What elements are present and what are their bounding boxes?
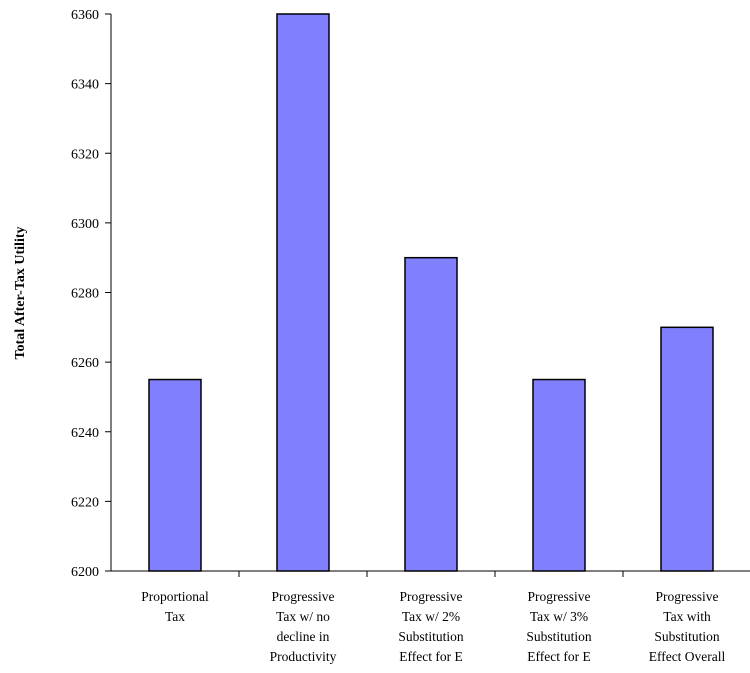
y-tick-label: 6320	[71, 147, 99, 162]
bar	[148, 378, 202, 572]
category-label-line: Productivity	[270, 649, 337, 664]
category-label-line: Progressive	[656, 589, 719, 604]
category-label: Proportional Tax	[141, 589, 209, 624]
bars	[148, 13, 714, 572]
y-axis-title: Total After-Tax Utility	[13, 227, 28, 360]
y-tick-label: 6220	[71, 495, 99, 510]
bar	[532, 378, 586, 572]
category-label-line: Progressive	[528, 589, 591, 604]
y-tick-label: 6200	[71, 565, 99, 580]
category-label: Progressive Tax w/ 2% Substitution Effect f…	[398, 589, 464, 664]
category-label-line: Tax	[165, 609, 185, 624]
bar	[276, 13, 330, 572]
category-label: Progressive Tax w/ 3% Substitution Effect f…	[526, 589, 592, 664]
category-label: Progressive Tax with Substitution Effect Ov…	[649, 589, 726, 664]
category-label-line: Effect for E	[399, 649, 462, 664]
y-tick-label: 6360	[71, 8, 99, 23]
category-label-line: Progressive	[400, 589, 463, 604]
category-label-line: Substitution	[654, 629, 720, 644]
bar	[404, 256, 458, 572]
y-tick-label: 6240	[71, 426, 99, 441]
category-label-line: Tax w/ 2%	[402, 609, 460, 624]
category-label: Progressive Tax w/ no decline in Productivi…	[270, 589, 337, 664]
category-label-line: Progressive	[272, 589, 335, 604]
y-tick-label: 6280	[71, 287, 99, 302]
y-tick-label: 6340	[71, 78, 99, 93]
bar	[660, 326, 714, 572]
category-label-line: Effect for E	[527, 649, 590, 664]
category-label-line: Substitution	[398, 629, 464, 644]
x-axis-ticks	[238, 571, 624, 577]
y-tick-label: 6260	[71, 356, 99, 371]
category-label-line: Tax w/ no	[276, 609, 330, 624]
category-label-line: Tax w/ 3%	[530, 609, 588, 624]
category-label-line: Proportional	[141, 589, 209, 604]
y-axis-ticks: 6200 6220 6240 6260 6280 6300 6320 6340 6360	[71, 8, 111, 580]
y-tick-label: 6300	[71, 217, 99, 232]
category-label-line: Tax with	[663, 609, 711, 624]
category-label-line: Effect Overall	[649, 649, 726, 664]
category-label-line: Substitution	[526, 629, 592, 644]
category-labels: Proportional Tax Progressive Tax w/ no decli…	[141, 589, 725, 664]
category-label-line: decline in	[277, 629, 330, 644]
